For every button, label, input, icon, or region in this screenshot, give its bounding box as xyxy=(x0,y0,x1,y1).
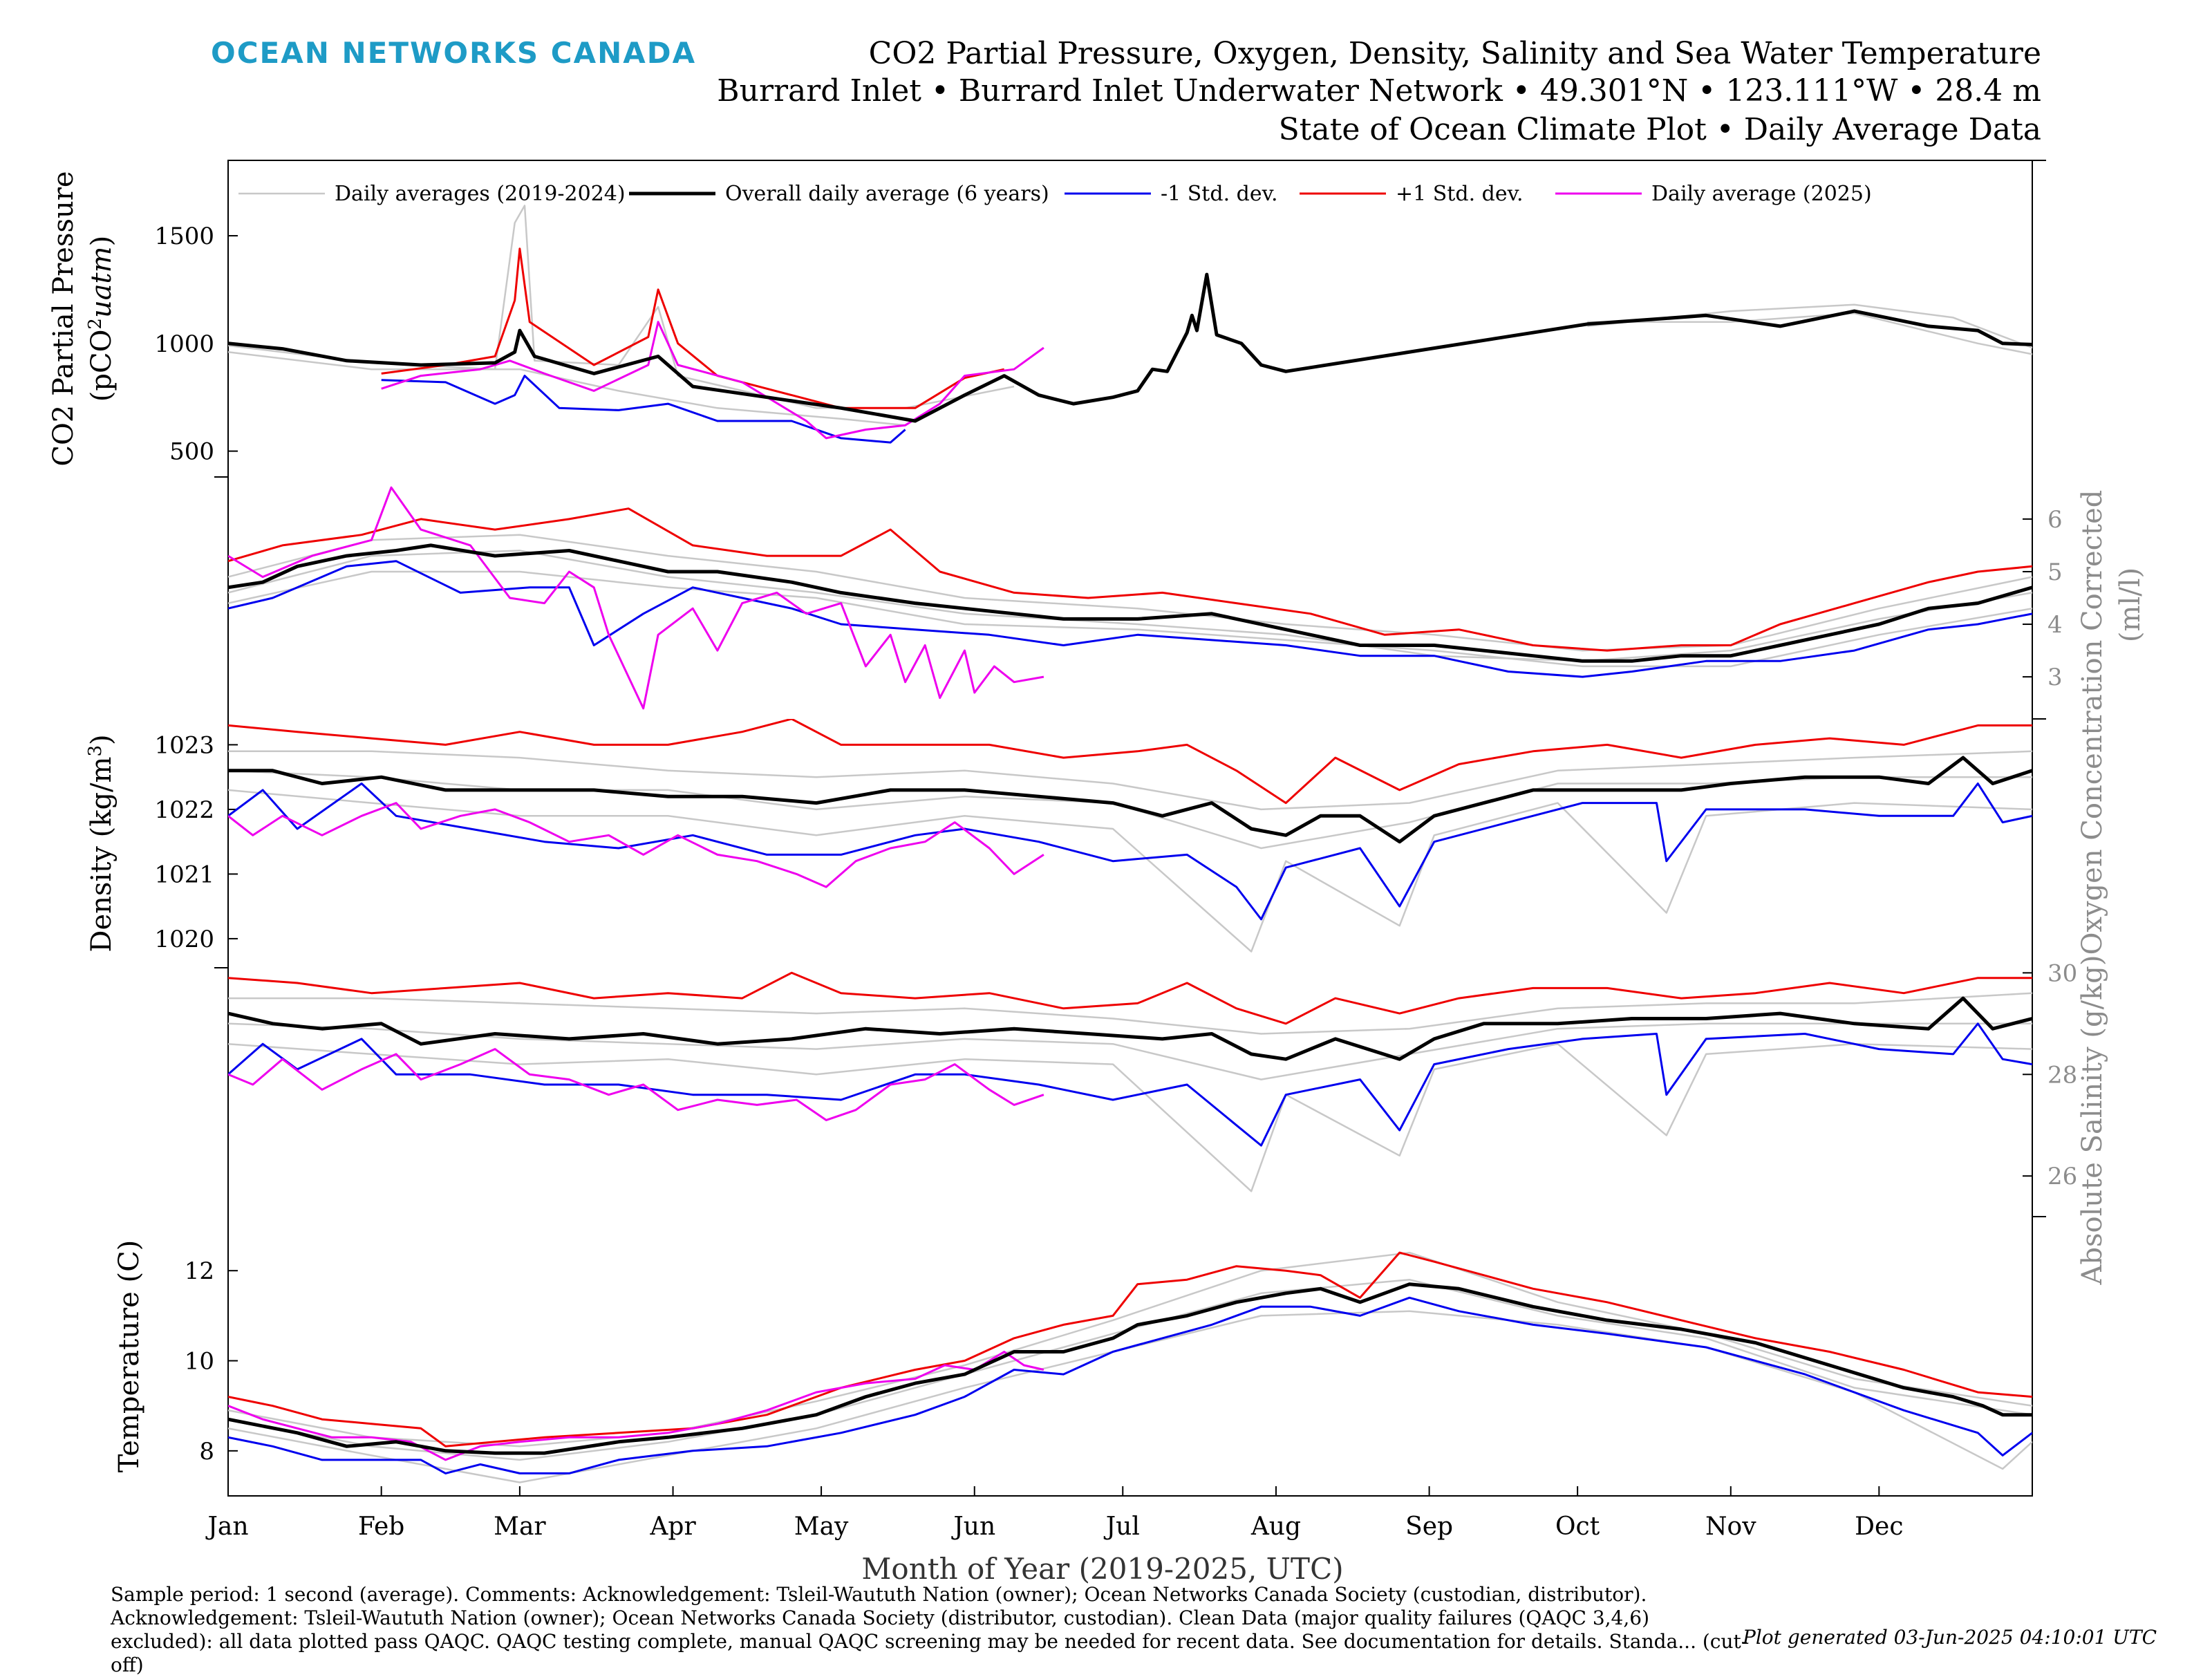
panel-co2: 500 1000 1500 CO2 Partial Pressure (pCO2uatm… xyxy=(48,160,2046,467)
x-tick-label: Feb xyxy=(358,1512,404,1541)
y-tick-label: 12 xyxy=(185,1257,214,1285)
series-current-line xyxy=(228,802,1044,888)
y-axis-label: Absolute Salinity (g/kg) xyxy=(2077,955,2108,1285)
series-plus-sd-line xyxy=(228,507,2032,652)
series-history-line xyxy=(1587,312,2032,355)
series-history-line xyxy=(228,1310,2032,1483)
series-minus-sd-line xyxy=(228,1022,2032,1147)
y-tick-label: 1020 xyxy=(154,926,214,953)
series-mean-line xyxy=(228,272,2032,423)
legend-history-label: Daily averages (2019-2024) xyxy=(335,182,626,206)
series-mean-line xyxy=(228,1282,2032,1455)
y-axis-unit-label: (pCO2uatm) xyxy=(85,236,118,402)
series-mean-line xyxy=(228,996,2032,1061)
x-tick-label: Aug xyxy=(1250,1512,1301,1541)
panel-temperature: 8 10 12 Temperature (C) xyxy=(113,1216,2046,1483)
x-tick-label: Apr xyxy=(649,1512,696,1541)
panel-density: 1020 1021 1022 1023 Density (kg/m3) xyxy=(85,718,2046,953)
legend-mean-label: Overall daily average (6 years) xyxy=(725,182,1049,206)
chart-title: CO2 Partial Pressure, Oxygen, Density, S… xyxy=(868,36,2041,71)
series-plus-sd-line xyxy=(228,971,2032,1025)
x-tick-label: Jan xyxy=(205,1512,248,1541)
x-tick-label: Jul xyxy=(1103,1512,1140,1541)
y-tick-label: 28 xyxy=(2047,1061,2077,1089)
panel-oxygen: 3 4 5 6 Oxygen Concentration Corrected (ml/l) xyxy=(214,476,2146,955)
y-tick-label: 1000 xyxy=(154,330,214,358)
plot-frame xyxy=(227,160,2033,1497)
legend: Daily averages (2019-2024) Overall daily … xyxy=(238,182,1872,206)
y-tick-label: 1021 xyxy=(154,861,214,888)
y-tick-label: 1022 xyxy=(154,796,214,824)
y-tick-label: 1500 xyxy=(154,223,214,250)
y-tick-label: 4 xyxy=(2047,611,2063,639)
y-axis-label: Density (kg/m3) xyxy=(85,734,118,952)
y-tick-label: 500 xyxy=(169,438,214,466)
series-history-line xyxy=(228,750,2032,811)
y-tick-label: 3 xyxy=(2047,664,2063,691)
y-tick-label: 10 xyxy=(185,1348,214,1376)
y-axis-label: Oxygen Concentration Corrected xyxy=(2077,490,2108,955)
series-history-line xyxy=(228,789,2032,953)
y-axis-unit-label: (ml/l) xyxy=(2115,568,2146,642)
legend-current-label: Daily average (2025) xyxy=(1651,182,1872,206)
y-tick-label: 1023 xyxy=(154,731,214,759)
x-tick-label: May xyxy=(794,1512,849,1541)
series-history-line xyxy=(228,992,2032,1035)
series-current-line xyxy=(228,486,1044,710)
y-tick-label: 5 xyxy=(2047,559,2063,586)
y-axis-label: CO2 Partial Pressure xyxy=(48,171,79,466)
x-tick-label: Jun xyxy=(950,1512,995,1541)
x-tick-label: Oct xyxy=(1555,1512,1600,1541)
series-current-line xyxy=(228,1351,1044,1461)
series-current-line xyxy=(381,321,1044,440)
legend-minus-sd-label: -1 Std. dev. xyxy=(1161,182,1278,206)
chart-subtitle: Burrard Inlet • Burrard Inlet Underwater… xyxy=(717,73,2041,109)
plot-type-line: State of Ocean Climate Plot • Daily Aver… xyxy=(1278,112,2041,147)
series-history-line xyxy=(228,550,2032,662)
series-minus-sd-line xyxy=(228,560,2032,678)
y-axis-label: Temperature (C) xyxy=(113,1240,145,1473)
plot-generated-timestamp: Plot generated 03-Jun-2025 04:10:01 UTC xyxy=(1743,1626,2157,1649)
series-current-line xyxy=(228,1048,1044,1121)
y-tick-label: 30 xyxy=(2047,959,2077,987)
x-tick-label: Sep xyxy=(1405,1512,1453,1541)
footer-comments: Sample period: 1 second (average). Comme… xyxy=(111,1583,1748,1676)
y-tick-label: 8 xyxy=(199,1438,214,1465)
series-minus-sd-line xyxy=(228,783,2032,921)
series-plus-sd-line xyxy=(228,719,2032,805)
series-history-line xyxy=(228,1022,2032,1080)
series-plus-sd-line xyxy=(381,247,1005,409)
legend-plus-sd-label: +1 Std. dev. xyxy=(1396,182,1524,206)
x-tick-label: Dec xyxy=(1855,1512,1903,1541)
series-history-line xyxy=(228,351,906,427)
series-minus-sd-line xyxy=(381,375,906,444)
series-mean-line xyxy=(228,543,2032,663)
brand-logo: OCEAN NETWORKS CANADA xyxy=(211,36,697,70)
series-history-line xyxy=(228,1042,2032,1192)
series-history-line xyxy=(228,570,2032,668)
y-tick-label: 6 xyxy=(2047,506,2063,534)
series-minus-sd-line xyxy=(228,1296,2032,1474)
series-mean-line xyxy=(228,756,2032,844)
series-plus-sd-line xyxy=(228,1251,2032,1448)
x-axis-label: Month of Year (2019-2025, UTC) xyxy=(861,1552,1343,1586)
series-history-line xyxy=(228,1251,2032,1448)
x-tick-label: Nov xyxy=(1705,1512,1756,1541)
series-history-line xyxy=(1587,303,2032,349)
y-tick-label: 26 xyxy=(2047,1163,2077,1190)
x-tick-label: Mar xyxy=(494,1512,546,1541)
series-history-line xyxy=(228,1278,2032,1461)
